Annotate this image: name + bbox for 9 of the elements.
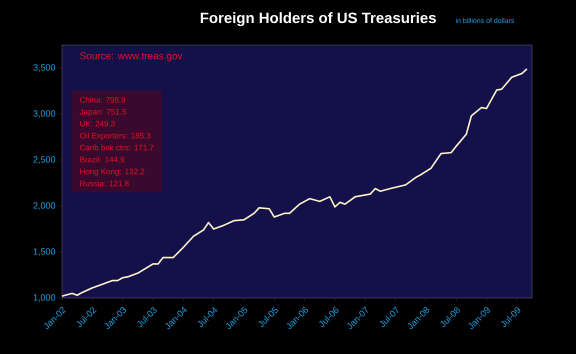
y-tick-label: 3,000 bbox=[33, 110, 56, 118]
y-tick-label: 2,000 bbox=[34, 202, 56, 210]
y-tick-label: 2,500 bbox=[34, 156, 56, 164]
annotation: Source: www.treas.gov bbox=[80, 52, 182, 62]
y-tick-label: 1,500 bbox=[34, 248, 56, 256]
chart-title: Foreign Holders of US Treasuries bbox=[200, 12, 436, 26]
y-tick-label: 3,500 bbox=[33, 64, 56, 72]
y-tick-label: 1,000 bbox=[34, 294, 56, 302]
line-series bbox=[61, 68, 528, 297]
